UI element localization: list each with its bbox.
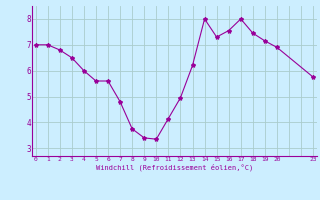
X-axis label: Windchill (Refroidissement éolien,°C): Windchill (Refroidissement éolien,°C) xyxy=(96,163,253,171)
